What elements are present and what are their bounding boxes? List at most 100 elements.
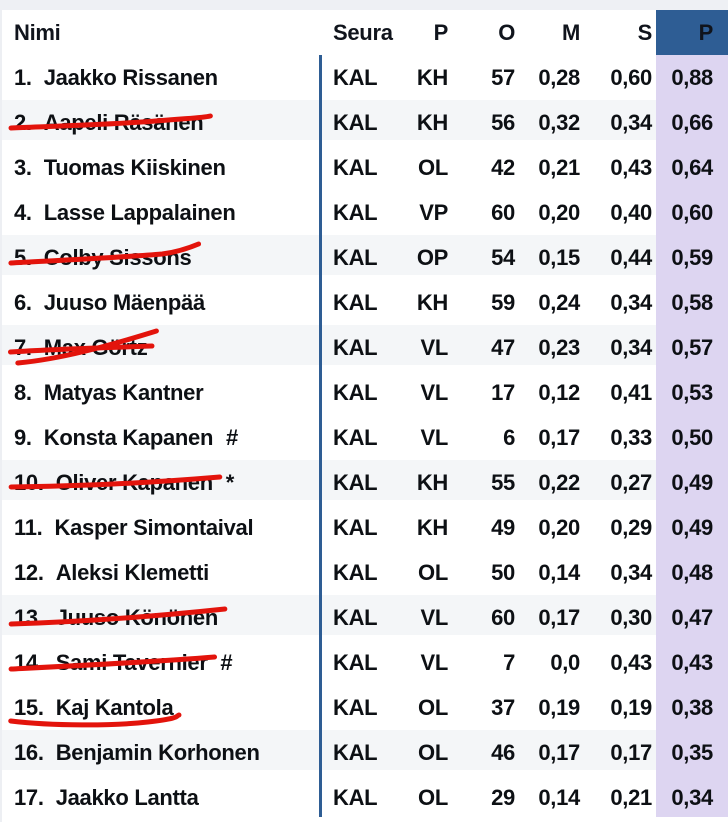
club-cell: KAL — [333, 650, 378, 675]
table-row[interactable]: 1. Jaakko Rissanen KAL KH 57 0,28 0,60 0,… — [0, 55, 728, 100]
table-row[interactable]: 13. Juuso Könönen KAL VL 60 0,17 0,30 0,4… — [0, 595, 728, 640]
club-cell: KAL — [333, 380, 378, 405]
points-per-game-cell: 0,64 — [671, 155, 713, 180]
player-name-cell: 8. Matyas Kantner — [0, 370, 319, 415]
position-cell: KH — [416, 515, 448, 540]
assists-per-game-cell: 0,33 — [610, 425, 652, 450]
header-o: O — [498, 20, 515, 45]
page-left-band — [0, 10, 2, 822]
player-rank: 7. — [14, 335, 32, 360]
position-cell: VL — [420, 425, 448, 450]
player-name: Sami Tavernier — [55, 650, 208, 675]
points-per-game-cell: 0,60 — [671, 200, 713, 225]
player-name: Jaakko Rissanen — [43, 65, 218, 90]
position-cell: KH — [416, 470, 448, 495]
player-name-strike-wrap: 15. Kaj Kantola — [14, 685, 173, 730]
page-top-band — [0, 0, 728, 10]
player-name: Juuso Mäenpää — [43, 290, 205, 315]
position-cell: OP — [416, 245, 448, 270]
table-row[interactable]: 9. Konsta Kapanen # KAL VL 6 0,17 0,33 0,… — [0, 415, 728, 460]
player-name-cell: 1. Jaakko Rissanen — [0, 55, 319, 100]
games-cell: 57 — [491, 65, 515, 90]
goals-per-game-cell: 0,17 — [538, 740, 580, 765]
position-cell: VP — [419, 200, 448, 225]
player-name-strike-wrap: 2. Aapeli Räsänen — [14, 100, 203, 145]
player-rank: 16. — [14, 740, 44, 765]
player-name-strike-wrap: 14. Sami Tavernier — [14, 640, 208, 685]
table-row[interactable]: 6. Juuso Mäenpää KAL KH 59 0,24 0,34 0,58 — [0, 280, 728, 325]
player-name-cell: 17. Jaakko Lantta — [0, 775, 319, 820]
table-row[interactable]: 3. Tuomas Kiiskinen KAL OL 42 0,21 0,43 0… — [0, 145, 728, 190]
player-name-strike-wrap: 4. Lasse Lappalainen — [14, 190, 236, 235]
table-row[interactable]: 7. Max Görtz KAL VL 47 0,23 0,34 0,57 — [0, 325, 728, 370]
player-name-strike-wrap: 9. Konsta Kapanen — [14, 415, 213, 460]
points-per-game-cell: 0,66 — [671, 110, 713, 135]
player-name-strike-wrap: 10. Oliver Kapanen — [14, 460, 213, 505]
player-name-suffix: # — [220, 650, 233, 675]
player-name-cell: 15. Kaj Kantola — [0, 685, 319, 730]
table-row[interactable]: 5. Colby Sissons KAL OP 54 0,15 0,44 0,59 — [0, 235, 728, 280]
player-name-strike-wrap: 1. Jaakko Rissanen — [14, 55, 218, 100]
assists-per-game-cell: 0,27 — [610, 470, 652, 495]
header-m: M — [561, 20, 580, 45]
goals-per-game-cell: 0,23 — [538, 335, 580, 360]
assists-per-game-cell: 0,43 — [610, 650, 652, 675]
player-rank: 4. — [14, 200, 32, 225]
position-cell: OL — [418, 740, 448, 765]
table-row[interactable]: 11. Kasper Simontaival KAL KH 49 0,20 0,2… — [0, 505, 728, 550]
games-cell: 60 — [491, 200, 515, 225]
table-row[interactable]: 17. Jaakko Lantta KAL OL 29 0,14 0,21 0,3… — [0, 775, 728, 820]
goals-per-game-cell: 0,21 — [538, 155, 580, 180]
header-nimi: Nimi — [14, 20, 61, 45]
points-per-game-cell: 0,49 — [671, 470, 713, 495]
table-row[interactable]: 2. Aapeli Räsänen KAL KH 56 0,32 0,34 0,6… — [0, 100, 728, 145]
assists-per-game-cell: 0,29 — [610, 515, 652, 540]
table-row[interactable]: 16. Benjamin Korhonen KAL OL 46 0,17 0,17… — [0, 730, 728, 775]
player-name-strike-wrap: 3. Tuomas Kiiskinen — [14, 145, 226, 190]
position-cell: VL — [420, 605, 448, 630]
player-name-cell: 4. Lasse Lappalainen — [0, 190, 319, 235]
club-cell: KAL — [333, 200, 378, 225]
club-cell: KAL — [333, 470, 378, 495]
club-cell: KAL — [333, 65, 378, 90]
points-per-game-cell: 0,53 — [671, 380, 713, 405]
assists-per-game-cell: 0,34 — [610, 335, 652, 360]
table-row[interactable]: 4. Lasse Lappalainen KAL VP 60 0,20 0,40 … — [0, 190, 728, 235]
player-rank: 8. — [14, 380, 32, 405]
player-name: Oliver Kapanen — [55, 470, 214, 495]
player-name: Konsta Kapanen — [43, 425, 214, 450]
club-cell: KAL — [333, 695, 378, 720]
points-per-game-cell: 0,88 — [671, 65, 713, 90]
player-rank: 5. — [14, 245, 32, 270]
header-s: S — [637, 20, 653, 45]
table-row[interactable]: 8. Matyas Kantner KAL VL 17 0,12 0,41 0,5… — [0, 370, 728, 415]
goals-per-game-cell: 0,20 — [538, 515, 580, 540]
player-name-strike-wrap: 16. Benjamin Korhonen — [14, 730, 260, 775]
table-row[interactable]: 14. Sami Tavernier # KAL VL 7 0,0 0,43 0,… — [0, 640, 728, 685]
goals-per-game-cell: 0,14 — [538, 785, 580, 810]
player-name-cell: 12. Aleksi Klemetti — [0, 550, 319, 595]
goals-per-game-cell: 0,32 — [538, 110, 580, 135]
player-name: Colby Sissons — [43, 245, 192, 270]
games-cell: 55 — [491, 470, 515, 495]
points-per-game-cell: 0,43 — [671, 650, 713, 675]
table-row[interactable]: 15. Kaj Kantola KAL OL 37 0,19 0,19 0,38 — [0, 685, 728, 730]
position-cell: OL — [418, 785, 448, 810]
player-rank: 2. — [14, 110, 32, 135]
table-body: 1. Jaakko Rissanen KAL KH 57 0,28 0,60 0,… — [0, 55, 728, 820]
player-rank: 3. — [14, 155, 32, 180]
goals-per-game-cell: 0,17 — [538, 605, 580, 630]
table-row[interactable]: 12. Aleksi Klemetti KAL OL 50 0,14 0,34 0… — [0, 550, 728, 595]
games-cell: 59 — [491, 290, 515, 315]
assists-per-game-cell: 0,21 — [610, 785, 652, 810]
points-per-game-cell: 0,49 — [671, 515, 713, 540]
player-name-cell: 7. Max Görtz — [0, 325, 319, 370]
assists-per-game-cell: 0,60 — [610, 65, 652, 90]
table-row[interactable]: 10. Oliver Kapanen * KAL KH 55 0,22 0,27 … — [0, 460, 728, 505]
points-per-game-cell: 0,47 — [671, 605, 713, 630]
games-cell: 42 — [491, 155, 515, 180]
assists-per-game-cell: 0,30 — [610, 605, 652, 630]
header-points: P — [656, 10, 728, 55]
player-name-cell: 16. Benjamin Korhonen — [0, 730, 319, 775]
player-name-cell: 6. Juuso Mäenpää — [0, 280, 319, 325]
